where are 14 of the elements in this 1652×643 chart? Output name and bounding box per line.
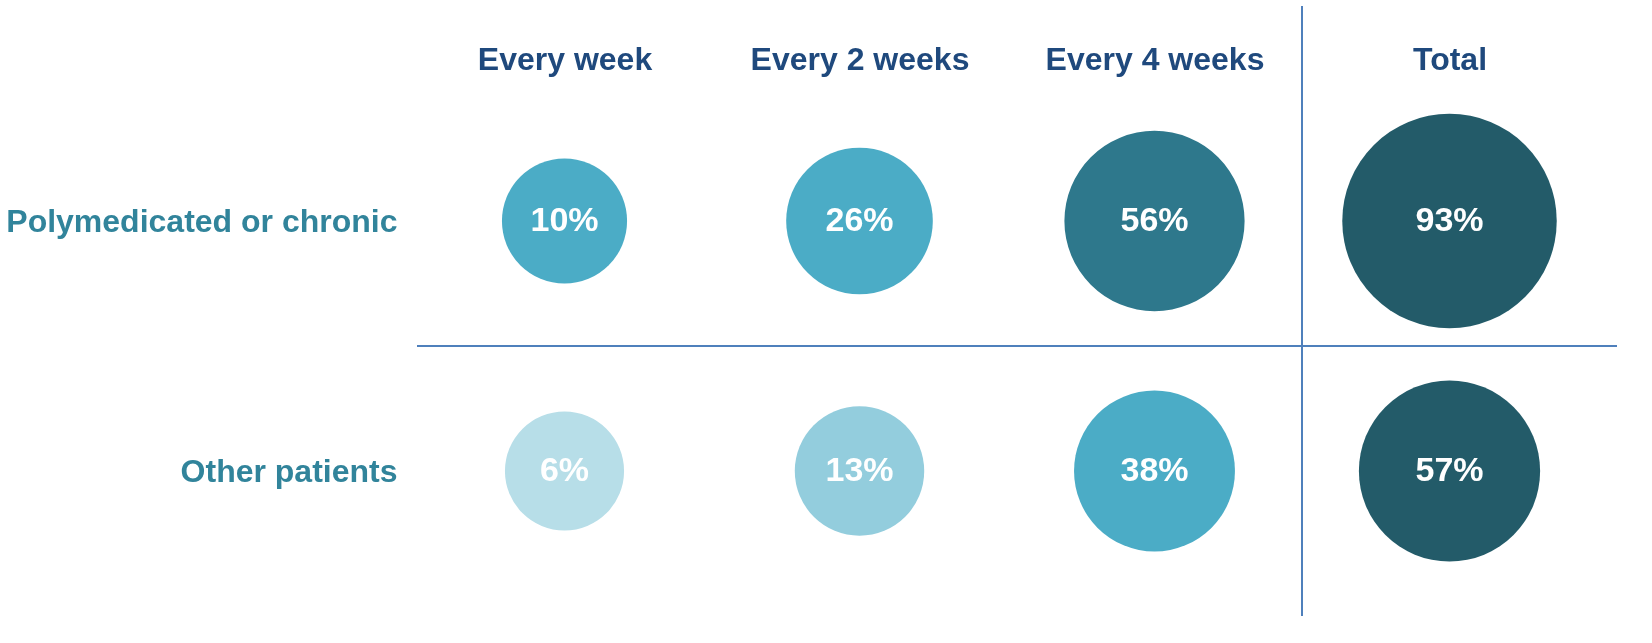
category-label: Every week [477, 40, 653, 77]
data-label: 13% [825, 450, 894, 488]
data-label: 56% [1120, 200, 1189, 238]
category-label: Every 4 weeks [1045, 40, 1265, 77]
data-label: 57% [1415, 450, 1484, 488]
data-label: 6% [539, 450, 590, 488]
data-label: 93% [1415, 200, 1484, 238]
data-label: 38% [1120, 450, 1189, 488]
data-label: 10% [530, 200, 599, 238]
category-label: Total [1412, 40, 1488, 77]
category-label: Other patients [180, 452, 398, 489]
category-label: Polymedicated or chronic [6, 202, 398, 239]
category-label: Every 2 weeks [750, 40, 970, 77]
data-label: 26% [825, 200, 894, 238]
